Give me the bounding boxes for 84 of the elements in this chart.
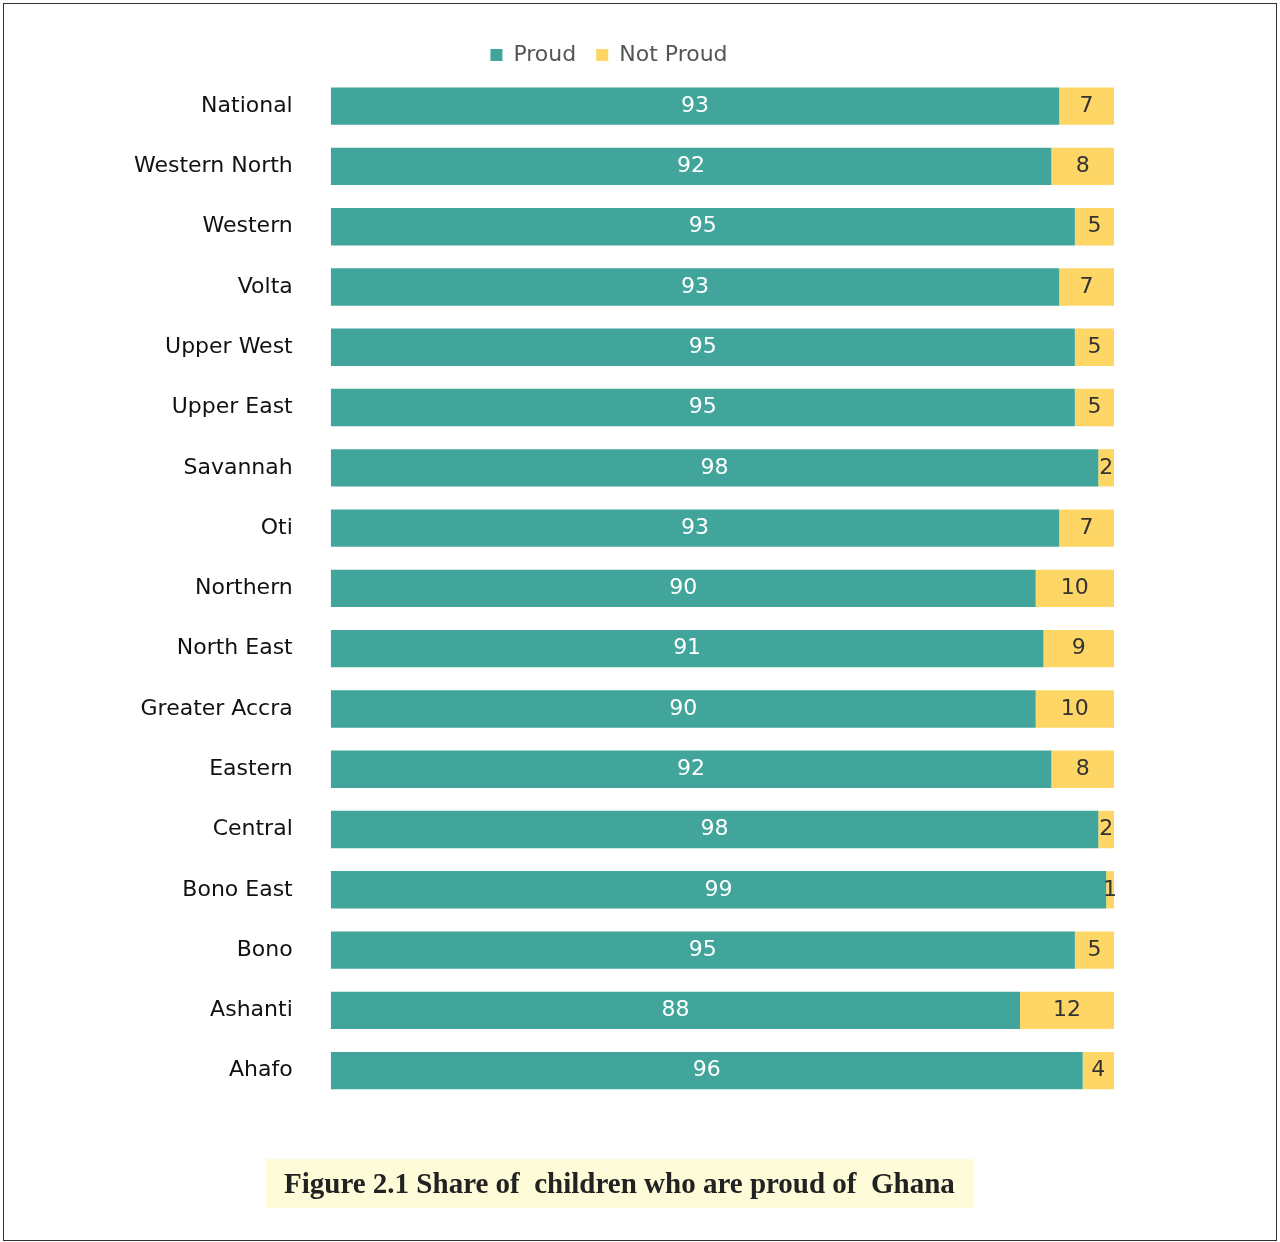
data-label: 96 — [692, 1056, 721, 1082]
bar — [330, 991, 1021, 1030]
data-label: 90 — [669, 574, 698, 600]
bar — [1074, 208, 1114, 246]
data-label: 8 — [1075, 152, 1090, 178]
bar — [330, 147, 1052, 186]
data-label: 91 — [673, 634, 702, 660]
y-tick-label: Eastern — [209, 754, 293, 780]
y-tick-label: Greater Accra — [140, 694, 293, 720]
text: Figure 2.1 Share of children who are proud of Ghana — [266, 1159, 973, 1208]
bar — [330, 87, 1060, 125]
bar — [1035, 690, 1114, 728]
bar — [1059, 87, 1114, 125]
data-label: 4 — [1091, 1056, 1106, 1082]
bar — [330, 750, 1052, 788]
bar — [330, 328, 1075, 366]
data-label: 95 — [688, 935, 717, 961]
y-tick-label: National — [201, 91, 293, 117]
data-label: 93 — [680, 272, 709, 298]
data-label: 93 — [680, 91, 709, 117]
y-tick-label: Bono East — [182, 875, 294, 901]
data-label: 90 — [669, 694, 698, 720]
data-label: 95 — [688, 393, 717, 419]
data-label: 7 — [1079, 272, 1094, 298]
bar — [330, 449, 1099, 487]
data-label: 7 — [1079, 513, 1094, 539]
data-label: 12 — [1053, 996, 1081, 1022]
data-label: 88 — [661, 996, 690, 1022]
data-label: 9 — [1071, 634, 1086, 660]
data-label: 8 — [1075, 754, 1090, 780]
y-tick-label: Volta — [237, 272, 293, 298]
data-label: 10 — [1060, 694, 1089, 720]
bar — [1051, 147, 1114, 186]
y-tick-label: Upper West — [165, 332, 294, 358]
bar — [1051, 750, 1114, 788]
bar — [330, 268, 1060, 306]
bar — [1082, 1051, 1114, 1090]
bar — [330, 690, 1036, 728]
y-tick-label: Bono — [236, 935, 293, 961]
data-label: 2 — [1099, 453, 1114, 479]
bar — [330, 569, 1036, 608]
bar — [1074, 388, 1114, 427]
bar — [1074, 931, 1114, 969]
y-tick-label: Western North — [134, 152, 293, 178]
data-label: 5 — [1087, 212, 1102, 238]
data-label: 5 — [1087, 332, 1102, 358]
bar — [330, 630, 1044, 668]
data-label: 7 — [1079, 91, 1094, 117]
y-tick-label: Ashanti — [210, 996, 293, 1022]
y-tick-label: North East — [176, 634, 294, 660]
data-label: 2 — [1099, 815, 1114, 841]
bar — [1059, 509, 1114, 547]
data-label: 5 — [1087, 935, 1102, 961]
data-label: 10 — [1060, 574, 1089, 600]
data-label: 93 — [680, 513, 709, 539]
bar — [330, 208, 1075, 246]
bar — [330, 1051, 1083, 1090]
data-label: 95 — [688, 332, 717, 358]
bar — [1074, 328, 1114, 366]
bar — [330, 388, 1075, 427]
data-label: 98 — [700, 453, 729, 479]
data-label: 5 — [1087, 393, 1102, 419]
data-label: 92 — [677, 754, 706, 780]
bar — [330, 810, 1099, 849]
y-tick-label: Upper East — [171, 393, 294, 419]
y-tick-label: Ahafo — [229, 1056, 293, 1082]
bar — [1059, 268, 1114, 306]
data-label: 92 — [677, 152, 706, 178]
data-label: 98 — [700, 815, 729, 841]
y-tick-label: Savannah — [183, 453, 293, 479]
y-tick-label: Oti — [260, 513, 293, 539]
y-tick-label: Western — [202, 212, 293, 238]
data-label: 99 — [704, 875, 733, 901]
bar — [330, 509, 1060, 547]
bar — [1043, 630, 1114, 668]
legend-label: Not Proud — [619, 40, 728, 66]
y-tick-label: Northern — [195, 574, 293, 600]
legend-label: Proud — [513, 40, 577, 66]
bar — [330, 871, 1107, 909]
y-tick-label: Central — [212, 815, 293, 841]
bar — [1020, 991, 1114, 1030]
bar — [330, 931, 1075, 969]
bar — [1035, 569, 1114, 608]
data-label: 95 — [688, 212, 717, 238]
